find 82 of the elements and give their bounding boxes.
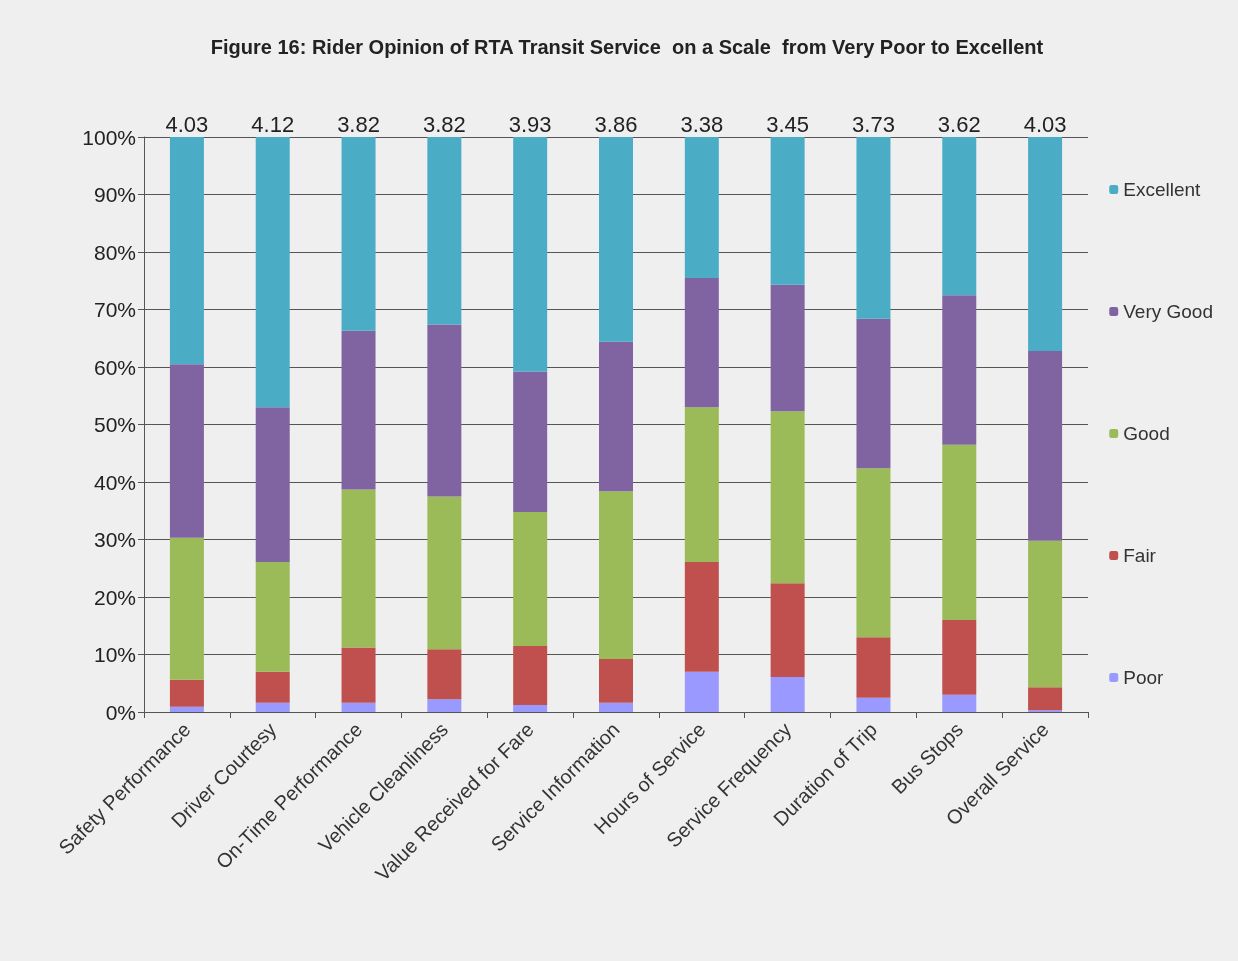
annotation: 3.93 [508, 111, 552, 137]
bar [942, 444, 977, 620]
bar [1028, 687, 1063, 711]
bar [341, 330, 376, 490]
legend-label: Good [1123, 423, 1170, 444]
bar [684, 137, 719, 278]
bar [856, 468, 891, 638]
bar [770, 676, 805, 712]
bar [513, 371, 548, 512]
bar [341, 137, 376, 331]
bar [255, 137, 290, 408]
bar [341, 702, 376, 712]
bar [169, 679, 204, 707]
bar [770, 137, 805, 285]
bar [599, 137, 633, 342]
y-tick-label: 10% [93, 643, 136, 666]
legend-label: Very Good [1123, 301, 1213, 322]
y-tick-label: 20% [93, 585, 136, 609]
bar [599, 702, 633, 712]
legend-label: Poor [1123, 667, 1165, 688]
bar [169, 137, 204, 365]
bar [255, 702, 290, 712]
bar [684, 277, 719, 408]
bar [942, 694, 977, 712]
chart-title: Figure 16: Rider Opinion of RTA Transit Service on a Scale from Very Poor to Excellent [210, 36, 1044, 58]
bar [513, 705, 548, 712]
bar [770, 583, 805, 677]
annotation: 3.45 [766, 111, 810, 137]
y-tick-label: 50% [93, 413, 136, 436]
bar [856, 137, 891, 319]
annotation: 4.03 [165, 111, 209, 137]
annotation: 3.82 [422, 111, 466, 137]
annotation: 3.82 [337, 111, 380, 137]
bar [513, 137, 548, 372]
bar [1028, 137, 1063, 351]
bar [942, 137, 977, 296]
bar [427, 649, 462, 700]
legend-label: Excellent [1123, 179, 1202, 200]
bar [427, 324, 462, 497]
bar [856, 637, 891, 698]
bar [427, 496, 462, 650]
bar [169, 706, 204, 712]
bar [513, 511, 548, 646]
bar [599, 341, 633, 492]
y-tick-label: 0% [105, 700, 136, 724]
bar [513, 645, 548, 706]
bar [684, 561, 719, 672]
bar [942, 295, 977, 445]
bar [427, 699, 462, 712]
bar [856, 697, 891, 712]
bar [599, 659, 633, 703]
annotation: 4.03 [1023, 111, 1067, 137]
bar [1028, 350, 1063, 541]
legend-label: Fair [1123, 545, 1157, 566]
y-tick-label: 60% [93, 355, 136, 379]
bar [341, 489, 376, 648]
y-tick-label: 100% [82, 125, 136, 149]
bar [856, 318, 891, 469]
bar [255, 407, 290, 562]
annotation: 3.73 [852, 111, 895, 137]
bar [1028, 540, 1063, 688]
bar [770, 284, 805, 412]
bar [169, 537, 204, 680]
bar [599, 491, 633, 660]
annotation: 3.38 [680, 111, 724, 137]
bar [341, 647, 376, 703]
bar [255, 671, 290, 703]
y-tick-label: 30% [93, 528, 136, 551]
bar [169, 364, 204, 538]
bar [684, 671, 719, 712]
annotation: 3.62 [937, 111, 981, 137]
annotation: 3.86 [594, 111, 638, 137]
bar [255, 561, 290, 672]
bar [942, 620, 977, 695]
annotation: 4.12 [251, 111, 295, 137]
bar [770, 411, 805, 584]
bar [427, 137, 462, 325]
y-tick-label: 80% [93, 240, 136, 264]
y-tick-label: 70% [93, 298, 136, 321]
bar [684, 407, 719, 562]
y-tick-label: 40% [93, 470, 136, 494]
y-tick-label: 90% [93, 183, 136, 206]
